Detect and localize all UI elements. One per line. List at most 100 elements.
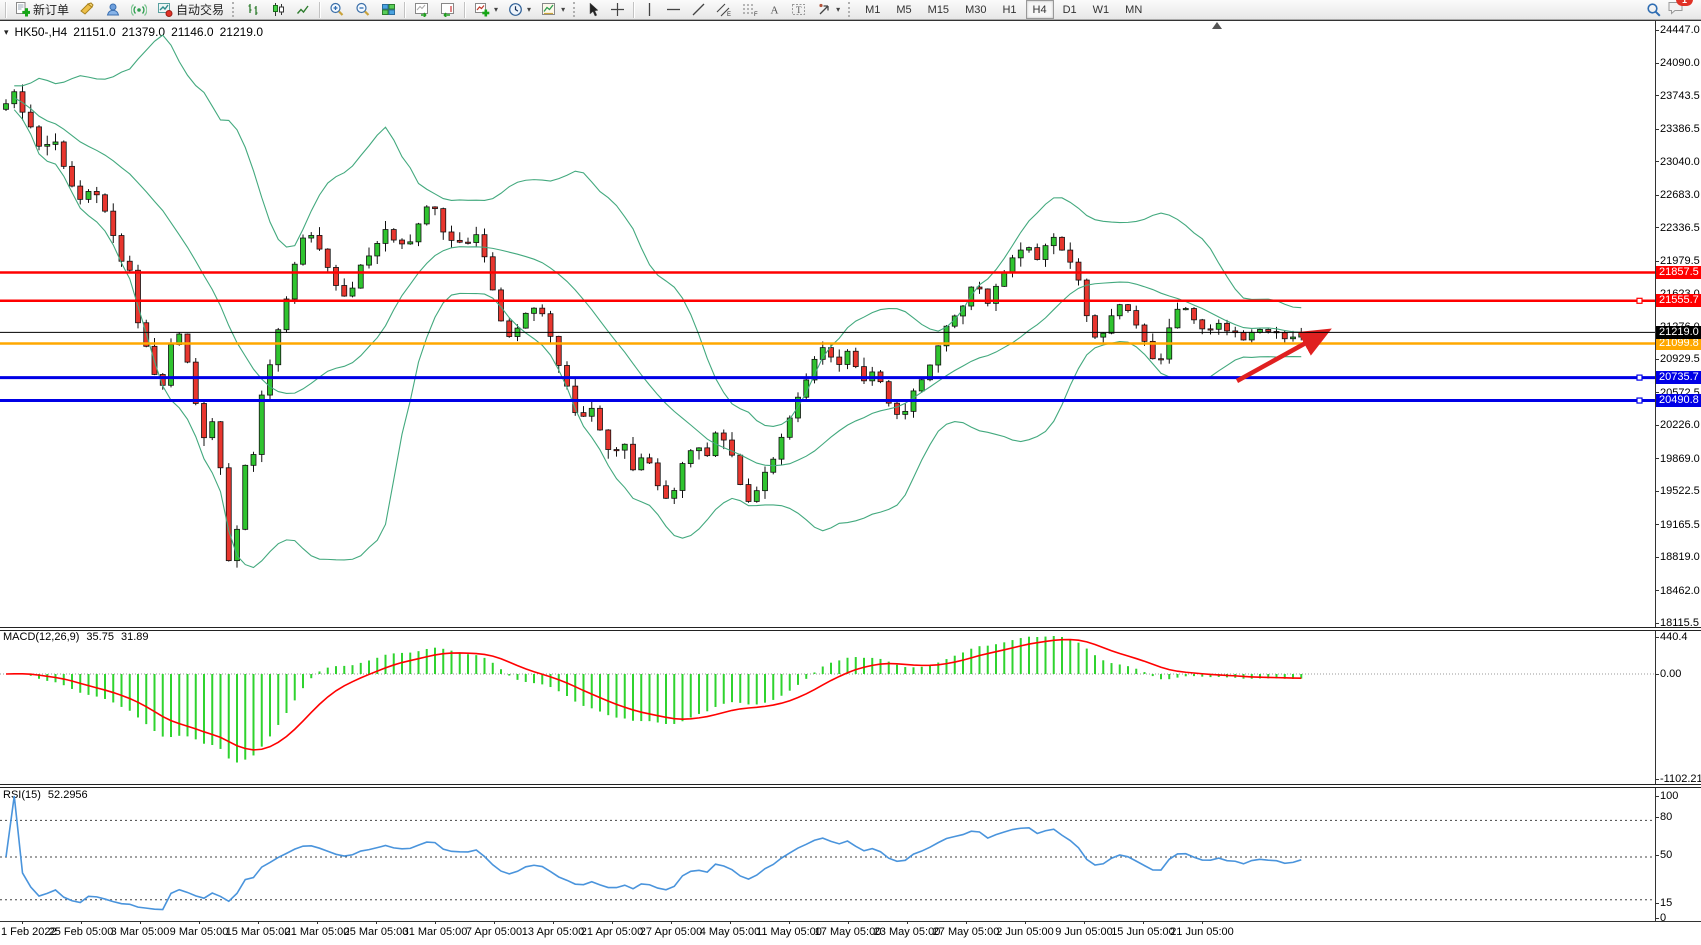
candle-body xyxy=(366,255,372,266)
cursor-button[interactable] xyxy=(583,0,604,20)
price-tick-label: 19869.0 xyxy=(1660,452,1700,465)
periods-button[interactable]: ▾ xyxy=(504,0,535,20)
arrows-icon xyxy=(819,3,829,15)
horizontal-line-tool-button[interactable] xyxy=(662,0,685,20)
time-axis-label: 25 Feb 05:00 xyxy=(48,926,114,938)
price-tick-label: 24090.0 xyxy=(1660,57,1700,70)
zoom-in-icon xyxy=(330,2,344,16)
candle-body xyxy=(605,429,612,450)
zoom-in-button[interactable] xyxy=(325,0,349,20)
candle-body xyxy=(828,347,834,358)
horizontal-line-icon xyxy=(667,8,681,11)
timeframe-d1[interactable]: D1 xyxy=(1062,3,1077,16)
candle-body xyxy=(168,344,174,386)
candle-body xyxy=(1158,358,1164,361)
timeframe-w1[interactable]: W1 xyxy=(1092,3,1110,16)
line-chart-mode-button[interactable] xyxy=(292,0,315,20)
macd-indicator-pane[interactable] xyxy=(0,631,1655,784)
time-axis[interactable]: 1 Feb 2022 25 Feb 05:00 3 Mar 05:00 9 Mar 0… xyxy=(0,921,1701,944)
timeframe-m5[interactable]: M5 xyxy=(896,3,912,16)
main-chart-pane[interactable] xyxy=(0,21,1655,627)
candle-body xyxy=(1207,328,1214,331)
tile-windows-button[interactable] xyxy=(377,0,400,20)
candle-body xyxy=(1092,315,1098,338)
chat-button[interactable]: 1 xyxy=(1667,0,1693,19)
chart-title-dropdown-icon[interactable]: ▾ xyxy=(4,26,9,37)
candle-body xyxy=(580,412,587,417)
text-label-tool-button[interactable]: T xyxy=(787,0,811,20)
price-tick-mark xyxy=(1655,161,1659,163)
price-tick-mark xyxy=(1655,556,1659,558)
indicators-button[interactable]: ▾ xyxy=(470,0,502,20)
time-tick-mark xyxy=(671,921,672,924)
time-axis-label: 15 Mar 05:00 xyxy=(225,926,291,938)
bollinger-band-middle[interactable] xyxy=(13,97,1302,467)
timeframe-h4[interactable]: H4 xyxy=(1025,0,1054,19)
candle-body xyxy=(506,320,513,337)
main-macd-splitter[interactable] xyxy=(0,627,1701,631)
timeframe-m30[interactable]: M30 xyxy=(965,3,987,16)
level-handle[interactable] xyxy=(1636,297,1643,304)
crosshair-button[interactable] xyxy=(606,0,629,20)
timeframe-mn[interactable]: MN xyxy=(1125,3,1143,16)
timeframe-toolbar: M1 M5 M15 M30 H1 H4 D1 W1 MN xyxy=(857,0,1150,19)
bar-chart-mode-button[interactable] xyxy=(242,0,265,20)
templates-button[interactable]: ▾ xyxy=(537,0,569,20)
auto-scroll-button[interactable] xyxy=(410,0,434,20)
candle-body xyxy=(225,467,232,562)
cursor-icon xyxy=(589,2,599,17)
candlestick-mode-button[interactable] xyxy=(267,0,290,20)
text-tool-button[interactable]: A xyxy=(764,0,785,20)
candle-body xyxy=(52,141,59,145)
candle-body xyxy=(663,485,669,499)
vertical-line-tool-button[interactable] xyxy=(639,0,660,20)
timeframe-h1[interactable]: H1 xyxy=(1002,3,1017,16)
level-handle[interactable] xyxy=(1636,397,1643,404)
search-button[interactable] xyxy=(1642,0,1666,20)
vertical-line-icon xyxy=(648,3,651,16)
rsi-indicator-pane[interactable] xyxy=(0,788,1655,921)
chart-shift-button[interactable] xyxy=(436,0,460,20)
candle-body xyxy=(844,350,851,365)
level-handle[interactable] xyxy=(1636,374,1643,381)
candle-body xyxy=(374,243,381,257)
candle-body xyxy=(448,231,455,241)
timeframe-m15[interactable]: M15 xyxy=(927,3,950,16)
price-tick-mark xyxy=(1655,490,1659,492)
timeframe-m1[interactable]: M1 xyxy=(865,3,881,16)
candle-body xyxy=(283,298,290,331)
equidistant-channel-tool-button[interactable]: E xyxy=(712,0,736,20)
rsi-tick-mark xyxy=(1655,795,1659,797)
candle-body xyxy=(300,237,306,265)
bollinger-band-upper[interactable] xyxy=(14,34,1302,428)
toolbar-separator xyxy=(319,1,322,18)
new-order-button[interactable]: 新订单 xyxy=(11,0,73,20)
candle-body xyxy=(960,305,966,317)
sweep-button[interactable] xyxy=(75,0,99,20)
auto-trading-button[interactable]: 自动交易 xyxy=(153,0,228,20)
price-level-chip-21099.8: 21099.8 xyxy=(1656,336,1701,350)
toolbar-grip[interactable] xyxy=(848,2,854,17)
price-axis-line xyxy=(1655,21,1656,921)
price-tick-label: 19522.5 xyxy=(1660,485,1700,498)
candle-body xyxy=(943,325,950,347)
candle-body xyxy=(555,335,562,366)
toolbar-grip[interactable] xyxy=(232,2,238,17)
chart-shift-marker[interactable] xyxy=(1212,22,1222,29)
trend-arrow[interactable] xyxy=(1235,328,1332,383)
zoom-out-button[interactable] xyxy=(351,0,375,20)
candle-body xyxy=(1199,319,1206,330)
trendline-tool-button[interactable] xyxy=(687,0,710,20)
time-axis-label: 1 Feb 2022 xyxy=(1,926,57,938)
chart-top-border xyxy=(0,20,1701,21)
candle-body xyxy=(1026,247,1032,251)
macd-rsi-splitter[interactable] xyxy=(0,784,1701,788)
bollinger-band-lower[interactable] xyxy=(13,109,1302,569)
toolbar-right-group: 1 xyxy=(1641,0,1699,20)
toolbar-grip[interactable] xyxy=(573,2,579,17)
arrows-tool-button[interactable]: ▾ xyxy=(813,0,844,20)
time-axis-label: 2 Jun 05:00 xyxy=(996,926,1054,938)
fibonacci-tool-button[interactable]: F xyxy=(738,0,762,20)
signals-button[interactable] xyxy=(127,0,151,20)
community-button[interactable] xyxy=(101,0,125,20)
